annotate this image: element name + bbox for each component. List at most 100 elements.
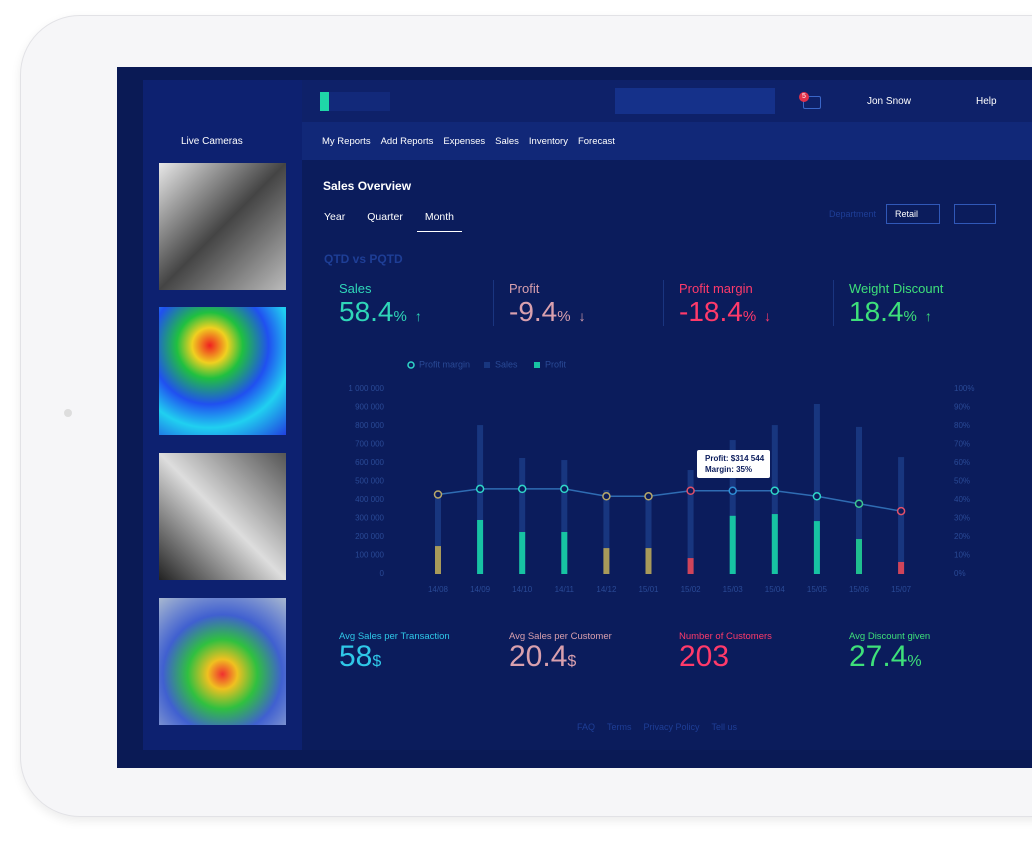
x-tick-label: 14/11	[555, 585, 575, 594]
legend-label: Profit margin	[419, 359, 470, 369]
x-tick-label: 15/01	[638, 585, 659, 594]
stat-unit: %	[907, 653, 922, 670]
nav: My Reports Add Reports Expenses Sales Invent…	[322, 136, 625, 147]
nav-link[interactable]: Forecast	[577, 136, 615, 147]
kpi-value: -9.4% ↓	[509, 296, 586, 328]
bar	[898, 561, 905, 574]
tooltip-text: Margin: 35%	[705, 465, 752, 474]
kpi-value: -18.4% ↓	[679, 296, 771, 328]
stat-value: 58$	[339, 640, 381, 674]
camera-feed[interactable]	[159, 163, 286, 290]
footer: FAQ Terms Privacy Policy Tell us	[577, 722, 749, 732]
x-tick-label: 15/04	[765, 585, 786, 594]
user-name[interactable]: Jon Snow	[867, 96, 911, 107]
y-tick-label: 300 000	[355, 514, 384, 523]
stat-value: 203	[679, 640, 729, 674]
y2-tick-label: 0%	[954, 569, 966, 578]
tooltip	[697, 450, 770, 478]
point	[517, 484, 527, 494]
logo	[320, 92, 390, 111]
bar	[645, 495, 652, 574]
department-label: Department	[829, 209, 877, 219]
heatmap[interactable]	[159, 598, 286, 725]
tab[interactable]: Quarter	[367, 211, 403, 223]
bar	[813, 403, 820, 574]
point	[433, 490, 443, 499]
kpi-unit: %	[393, 308, 407, 325]
y-tick-label: 700 000	[355, 440, 384, 449]
stat-value: 20.4$	[509, 640, 576, 674]
bar	[435, 497, 441, 574]
nav-link[interactable]: Add Reports	[380, 136, 434, 147]
y-tick-label: 100 000	[355, 551, 384, 560]
nav-link[interactable]: Expenses	[443, 136, 486, 147]
divider	[493, 280, 494, 326]
search-box[interactable]	[615, 88, 775, 114]
y-tick-label: 600 000	[355, 458, 384, 467]
bar	[603, 548, 610, 574]
stat-unit: $	[567, 653, 577, 670]
y2-tick-label: 50%	[954, 477, 970, 486]
x-tick-label: 14/08	[428, 585, 449, 594]
kpi-value: 18.4% ↑	[849, 296, 932, 328]
notification-icon[interactable]	[803, 96, 821, 109]
kpi-label: Weight Discount	[849, 281, 944, 296]
tab[interactable]: Year	[324, 211, 346, 223]
kpi-value: 58.4% ↑	[339, 296, 422, 328]
bar	[477, 425, 484, 574]
stat-label: Avg Discount given	[849, 631, 931, 642]
x-tick-label: 15/02	[681, 585, 702, 594]
bar	[771, 514, 778, 574]
x-tick-label: 15/05	[807, 585, 828, 594]
kpi-number: 18.4	[849, 296, 904, 327]
x-tick-label: 15/07	[891, 585, 912, 594]
bar	[687, 558, 694, 574]
main	[302, 80, 1032, 750]
footer-link[interactable]: Terms	[607, 722, 632, 732]
nav-link[interactable]: Inventory	[528, 136, 568, 147]
footer-link[interactable]: Tell us	[711, 722, 738, 732]
stat-label: Avg Sales per Customer	[509, 631, 612, 642]
point	[896, 506, 906, 516]
divider	[833, 280, 834, 326]
footer-link[interactable]: FAQ	[577, 722, 596, 732]
y2-tick-label: 80%	[954, 421, 970, 430]
x-tick-label: 15/06	[849, 585, 870, 594]
point	[728, 486, 737, 495]
line	[437, 488, 902, 512]
y-tick-label: 800 000	[355, 421, 384, 430]
department-select[interactable]: Retail	[886, 204, 940, 224]
nav-link[interactable]: Sales	[495, 136, 519, 147]
point	[770, 486, 780, 495]
x-tick-label: 14/09	[470, 585, 491, 594]
tab[interactable]: Month	[416, 211, 463, 232]
bar	[729, 440, 736, 574]
bar	[435, 546, 441, 574]
kpi-unit: %	[742, 308, 757, 325]
point	[602, 492, 611, 501]
bar	[477, 519, 484, 574]
kpi-arrow: ↑	[924, 308, 932, 324]
legend-marker	[407, 361, 415, 369]
legend-label: Sales	[495, 359, 518, 369]
view-toggle[interactable]	[954, 204, 996, 224]
stat-number: 27.4	[849, 640, 908, 673]
stat-number: 58	[339, 640, 373, 673]
x-tick-label: 14/12	[596, 585, 617, 594]
y2-tick-label: 30%	[954, 514, 970, 523]
stat-unit: $	[372, 653, 382, 670]
kpi-arrow: ↓	[764, 308, 772, 324]
camera-feed[interactable]	[159, 453, 286, 580]
help-link[interactable]: Help	[976, 96, 997, 107]
subtitle: QTD vs PQTD	[324, 252, 403, 266]
divider	[663, 280, 664, 326]
sidebar-title: Live Cameras	[181, 136, 243, 147]
y2-tick-label: 20%	[954, 532, 970, 541]
kpi-label: Profit	[509, 281, 540, 296]
footer-link[interactable]: Privacy Policy	[643, 722, 700, 732]
heatmap[interactable]	[159, 307, 286, 435]
kpi-number: -18.4	[679, 296, 743, 327]
nav-link[interactable]: My Reports	[322, 136, 371, 147]
kpi-number: -9.4	[509, 296, 558, 327]
